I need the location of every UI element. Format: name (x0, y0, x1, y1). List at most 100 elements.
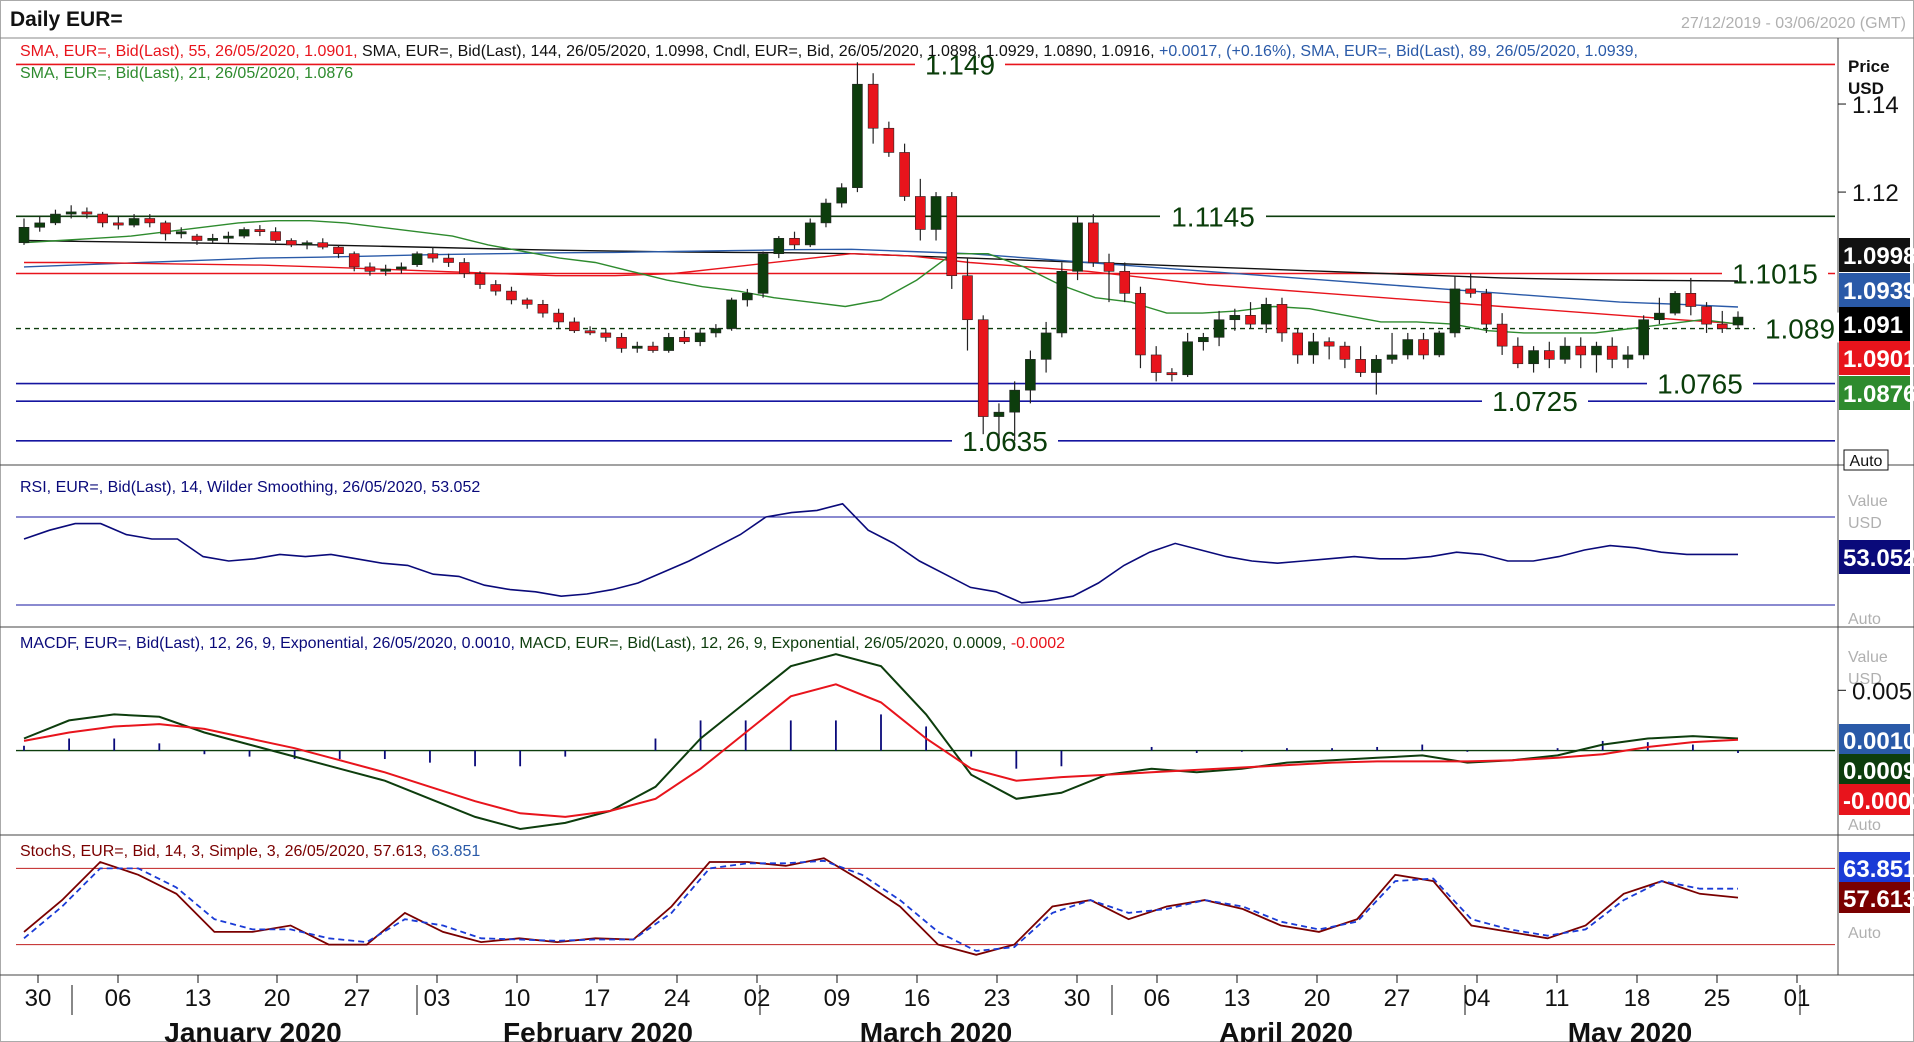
x-day-label-18: 04 (1464, 985, 1491, 1012)
candle-body (1009, 389, 1020, 413)
candle-body (333, 246, 344, 255)
candle-body (1119, 271, 1131, 294)
candle-body (1213, 319, 1225, 338)
candle-body (50, 213, 61, 224)
stoch-legend-part-1: 63.851 (431, 843, 480, 860)
candle-body (647, 345, 659, 351)
candle-body (694, 332, 706, 343)
sma89-line (23, 248, 1739, 308)
price-sma21-legend: SMA, EUR=, Bid(Last), 21, 26/05/2020, 1.… (20, 65, 353, 82)
level-label-bg-1.1145 (1160, 200, 1266, 231)
candle-body (175, 231, 187, 235)
candle-body (1040, 332, 1052, 360)
candle-body (1150, 354, 1162, 373)
rsi-legend: RSI, EUR=, Bid(Last), 14, Wilder Smoothi… (20, 479, 480, 496)
sma144-line (23, 239, 1739, 282)
candle-body (1481, 293, 1492, 325)
stoch-series-1 (23, 859, 1738, 952)
level-label-1.1145: 1.1145 (1171, 201, 1255, 232)
macd-axis-header-2: USD (1848, 671, 1882, 688)
candle-body (584, 330, 596, 334)
stoch-badge-text-0: 63.851 (1843, 856, 1914, 883)
macd-badge-text-1: 0.0009 (1843, 758, 1914, 785)
candle-body (962, 275, 973, 321)
macd-tick: 0.005 (1852, 678, 1912, 705)
candle-body (1166, 372, 1178, 376)
macd-legend: MACDF, EUR=, Bid(Last), 12, 26, 9, Expon… (20, 635, 1065, 652)
price-tick-1.14: 1.14 (1852, 92, 1899, 119)
candle-body (81, 211, 93, 215)
candle-body (726, 299, 737, 329)
level-label-1.1015: 1.1015 (1732, 259, 1818, 290)
x-day-label-3: 20 (264, 985, 291, 1012)
price-badge-text-1.0876: 1.0876 (1843, 381, 1914, 408)
candle-body (1496, 323, 1508, 347)
x-day-label-15: 13 (1224, 985, 1251, 1012)
level-label-bg-1.0765 (1647, 367, 1753, 398)
candle-body (1669, 293, 1681, 314)
candle-body (506, 290, 517, 301)
x-day-label-2: 13 (185, 985, 212, 1012)
macd-badge-text-0: 0.0010 (1843, 728, 1914, 755)
stoch-auto-label: Auto (1848, 925, 1881, 942)
candle-body (1323, 341, 1335, 347)
macd-legend-part-0: MACDF, EUR=, Bid(Last), 12, 26, 9, Expon… (20, 635, 519, 652)
candle-body (1229, 315, 1241, 321)
candle-body (411, 253, 423, 266)
candle-body (317, 242, 329, 248)
candle-body (1402, 339, 1414, 356)
candle-body (930, 196, 942, 230)
x-day-label-8: 24 (664, 985, 691, 1012)
candle-body (789, 237, 800, 246)
candle-body (1056, 271, 1068, 334)
candle-body (867, 83, 879, 129)
x-day-label-7: 17 (584, 985, 611, 1012)
candle-body (490, 284, 502, 292)
price-sma21-legend-part-0: SMA, EUR=, Bid(Last), 21, 26/05/2020, 1.… (20, 65, 353, 82)
candle-body (663, 337, 675, 351)
rsi-axis-header-1: Value (1848, 493, 1888, 510)
candle-body (1245, 315, 1256, 325)
candle-body (915, 196, 926, 230)
candle-body (443, 257, 454, 263)
level-label-1.0635: 1.0635 (962, 426, 1048, 457)
candle-body (977, 319, 989, 417)
level-label-bg-1.0635 (952, 424, 1058, 455)
x-day-label-0: 30 (25, 985, 52, 1012)
stoch-legend: StochS, EUR=, Bid, 14, 3, Simple, 3, 26/… (20, 843, 480, 860)
stoch-legend-part-0: StochS, EUR=, Bid, 14, 3, Simple, 3, 26/… (20, 843, 431, 860)
x-day-label-11: 16 (904, 985, 931, 1012)
candle-body (1292, 332, 1304, 356)
candle-body (1025, 359, 1036, 391)
x-day-label-5: 03 (424, 985, 451, 1012)
candle-body (113, 222, 124, 226)
rsi-line (23, 502, 1738, 604)
candle-body (270, 231, 281, 241)
price-badge-text-1.0939: 1.0939 (1843, 278, 1914, 305)
macd-badge-0 (1839, 724, 1910, 755)
candle-body (1276, 304, 1288, 334)
candle-body (1701, 306, 1712, 325)
price-legend-part-3: +0.0017, (+0.16%), (1159, 43, 1300, 60)
candle-body (254, 229, 266, 232)
x-day-label-14: 06 (1144, 985, 1171, 1012)
candle-body (569, 321, 580, 332)
candle-body (1371, 359, 1382, 373)
candle-body (1591, 345, 1602, 356)
price-badge-1.0916 (1839, 307, 1910, 341)
price-legend-part-2: Cndl, EUR=, Bid, 26/05/2020, 1.0898, 1.0… (713, 43, 1159, 60)
level-label-bg-1.149 (915, 48, 1005, 79)
candle-body (993, 411, 1005, 417)
candle-body (207, 237, 218, 241)
candle-body (1528, 350, 1539, 365)
price-auto-label: Auto (1850, 453, 1883, 470)
level-label-1.149: 1.149 (925, 49, 995, 80)
candle-body (820, 202, 832, 224)
candle-body (1339, 345, 1351, 360)
x-day-label-20: 18 (1624, 985, 1651, 1012)
candle-body (1559, 345, 1571, 360)
candle-body (757, 253, 769, 294)
candle-body (97, 213, 108, 224)
